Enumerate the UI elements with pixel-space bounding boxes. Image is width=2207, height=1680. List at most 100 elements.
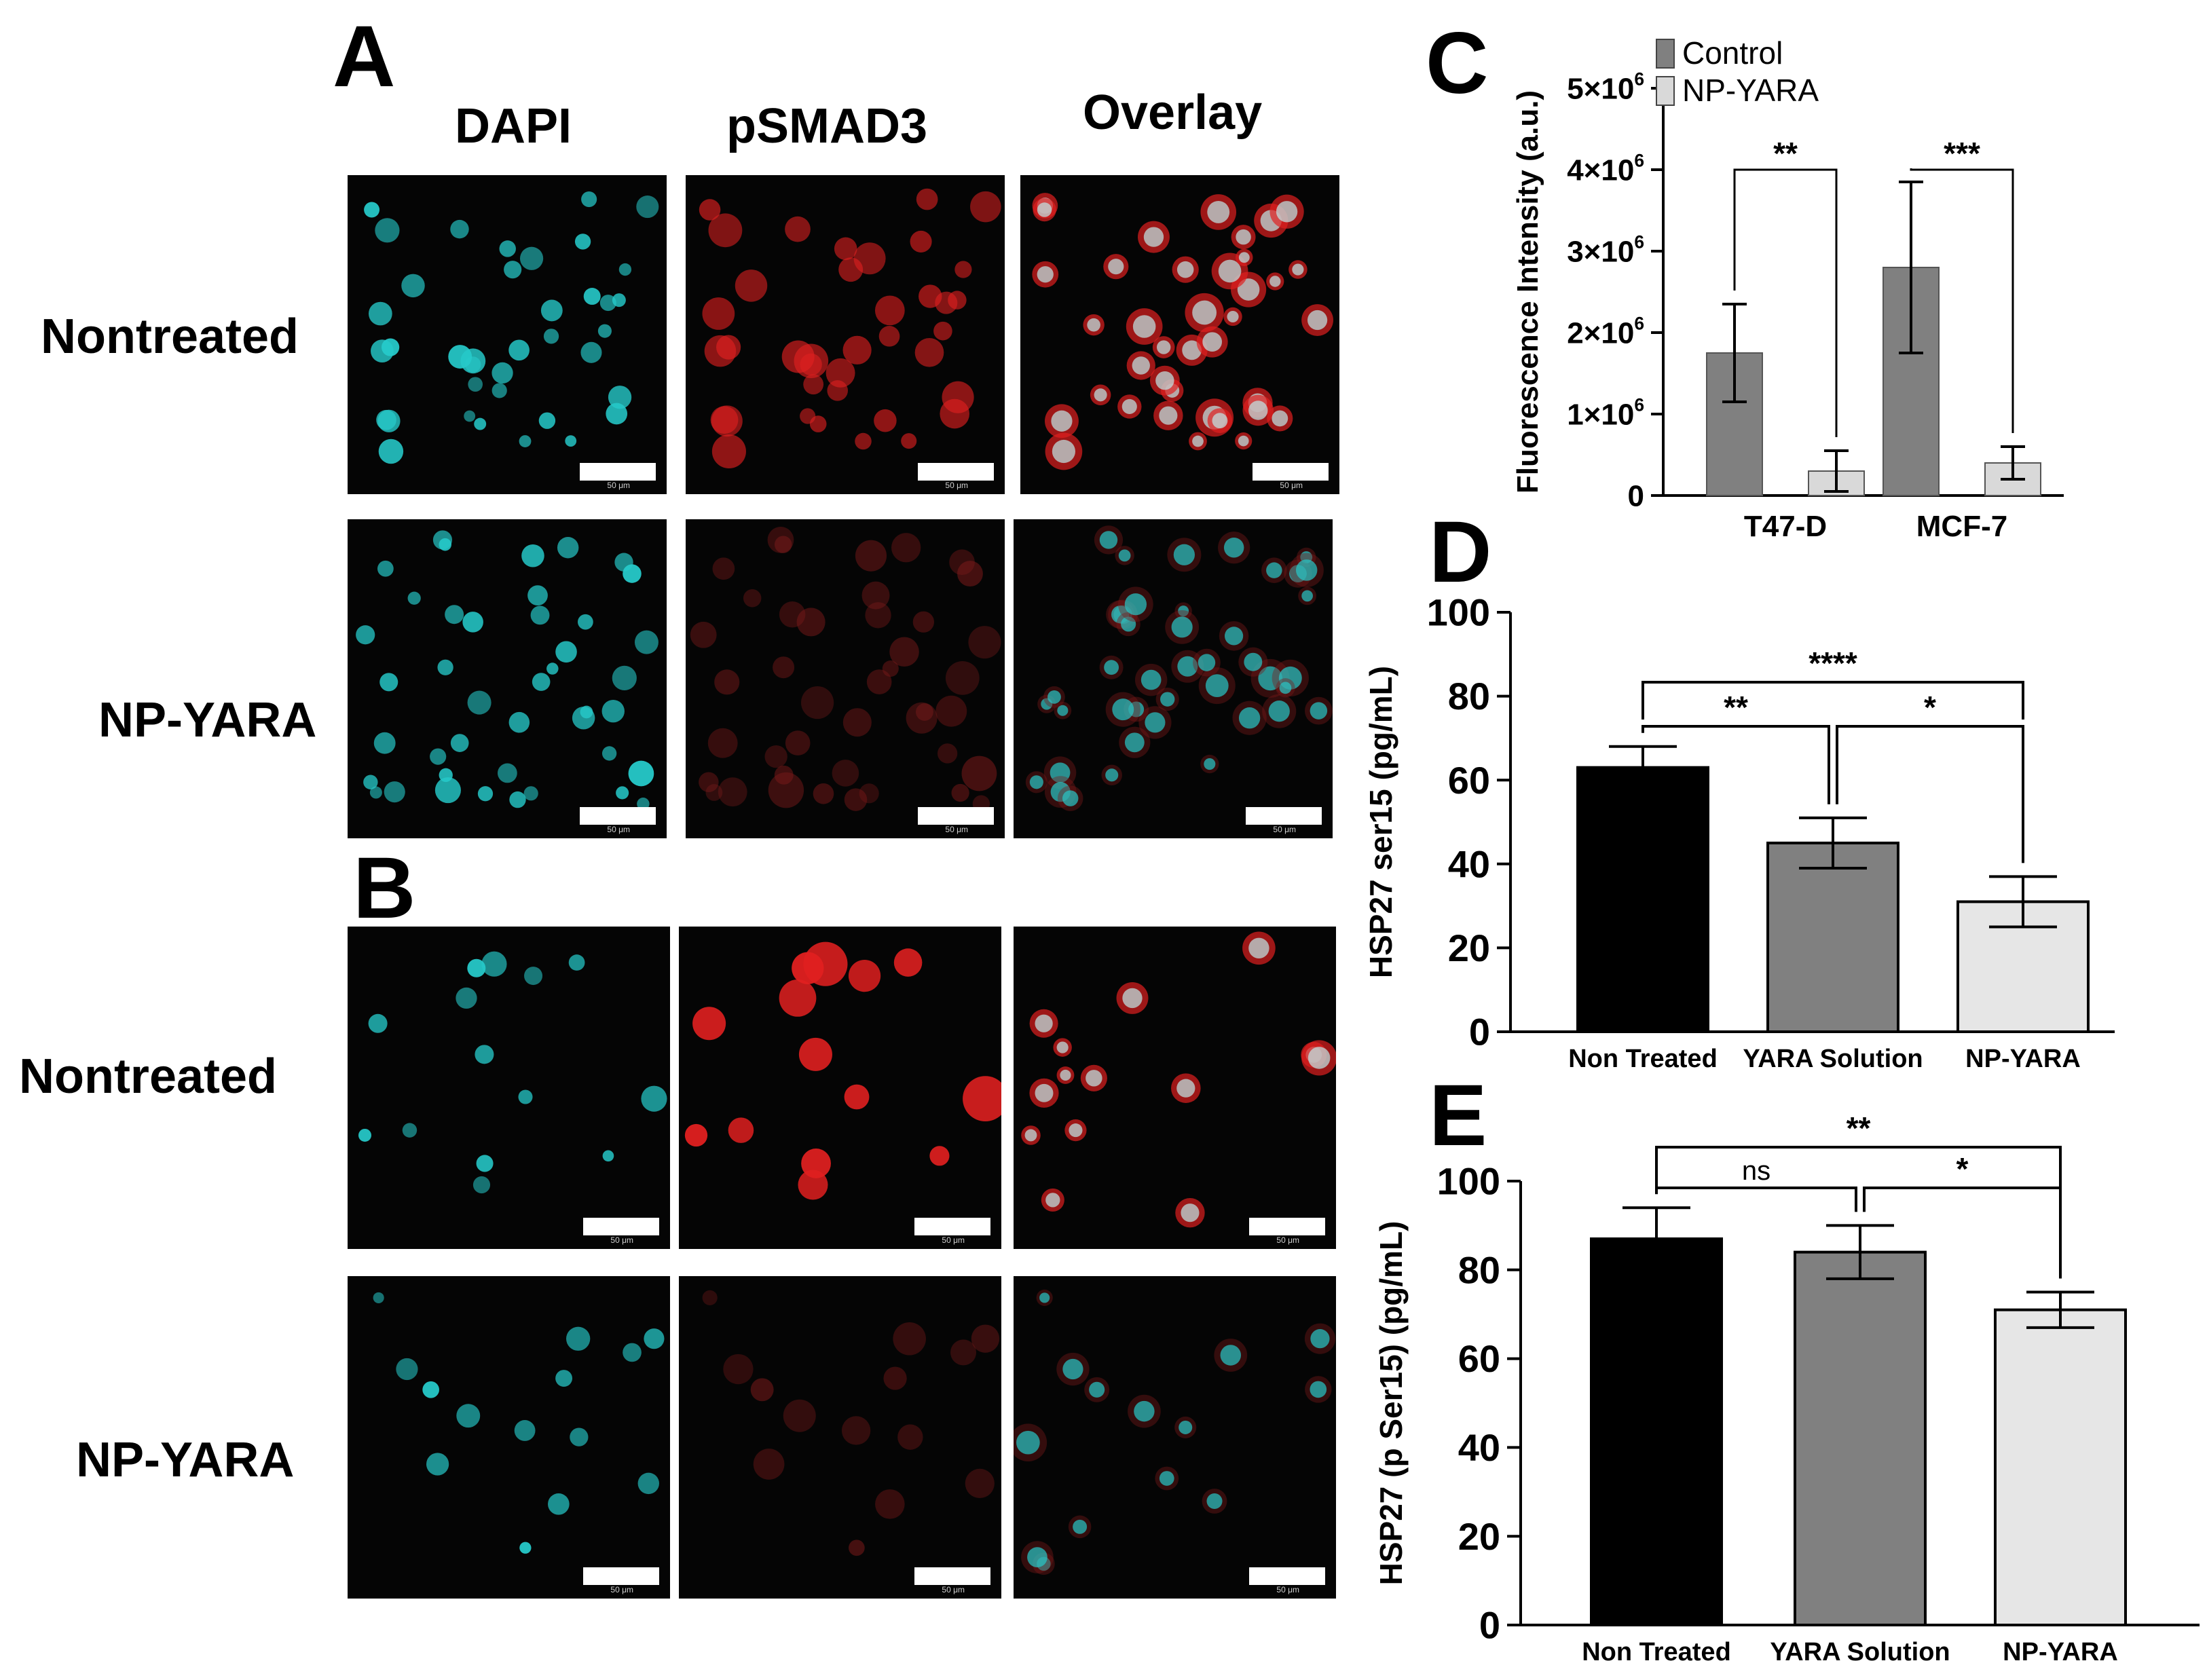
nucleus	[580, 341, 602, 363]
nucleus	[1045, 1193, 1060, 1208]
nucleus	[1052, 439, 1075, 464]
nucleus	[384, 781, 405, 803]
nucleus	[476, 1155, 494, 1172]
cell	[963, 1076, 1001, 1122]
y-tick-label: 40	[1448, 842, 1490, 885]
cell-image	[356, 530, 659, 810]
cell	[796, 608, 826, 637]
nucleus	[628, 760, 654, 787]
cell	[859, 783, 879, 804]
nucleus	[601, 700, 625, 723]
nucleus	[356, 625, 375, 645]
micrograph-a-nontreated-psmad3: 50 μm	[686, 175, 1005, 494]
nucleus	[1269, 276, 1281, 287]
scale-bar	[914, 1218, 990, 1235]
nucleus	[1108, 259, 1124, 275]
panel-label-c: C	[1426, 15, 1489, 112]
nucleus	[1307, 310, 1328, 331]
x-tick-label: YARA Solution	[1743, 1045, 1923, 1073]
nucleus	[637, 1472, 660, 1495]
nucleus	[1145, 712, 1166, 733]
nucleus	[1155, 371, 1174, 390]
cell	[711, 434, 746, 469]
nucleus	[1192, 300, 1217, 325]
scale-bar	[1246, 807, 1322, 825]
cell	[801, 1149, 831, 1178]
nucleus	[519, 246, 544, 270]
micrograph-a-nontreated-dapi: 50 μm	[348, 175, 667, 494]
column-header-overlay: Overlay	[1083, 86, 1263, 140]
cell	[750, 1378, 774, 1402]
scale-bar-label: 50 μm	[1276, 1585, 1299, 1594]
nucleus	[644, 1328, 665, 1349]
nucleus	[378, 438, 404, 464]
cell	[853, 242, 886, 275]
nucleus	[426, 1453, 449, 1476]
cell	[893, 1322, 926, 1356]
cell	[965, 1468, 995, 1499]
nucleus	[634, 630, 659, 654]
cell	[889, 637, 919, 667]
cell	[785, 730, 811, 755]
nucleus	[1027, 1547, 1047, 1567]
y-tick-label: 60	[1448, 759, 1490, 802]
cell	[866, 669, 892, 694]
nucleus	[1276, 201, 1298, 223]
x-tick-label: NP-YARA	[2003, 1638, 2118, 1666]
nucleus	[1179, 1420, 1193, 1434]
nucleus	[527, 585, 548, 606]
nucleus	[538, 412, 556, 429]
nucleus	[468, 377, 483, 392]
nucleus	[1248, 937, 1269, 958]
nucleus	[1143, 227, 1164, 247]
cell	[834, 237, 857, 261]
nucleus	[1223, 537, 1244, 558]
nucleus	[612, 665, 637, 691]
nucleus	[543, 329, 559, 344]
cell	[961, 755, 997, 791]
significance-bracket	[1910, 168, 2014, 433]
nucleus	[602, 1150, 614, 1162]
nucleus	[519, 1542, 532, 1554]
nucleus	[1132, 356, 1150, 375]
cell	[916, 703, 933, 721]
nucleus	[373, 1292, 384, 1303]
nucleus	[521, 544, 544, 567]
nucleus	[1089, 1381, 1105, 1398]
nucleus	[1181, 1203, 1200, 1222]
column-header-psmad3: pSMAD3	[726, 99, 928, 153]
micrograph-b-np-yara-overlay: 50 μm	[1014, 1276, 1336, 1599]
scale-bar-label: 50 μm	[945, 825, 968, 834]
cell	[874, 295, 905, 326]
nucleus	[1177, 656, 1198, 677]
cell	[919, 284, 942, 308]
nucleus	[1301, 590, 1313, 602]
nucleus	[1094, 388, 1107, 402]
nucleus	[1227, 310, 1239, 323]
significance-label: **	[1847, 1110, 1871, 1146]
nucleus	[1159, 1471, 1174, 1486]
row-label-a-nontreated: Nontreated	[41, 310, 299, 364]
nucleus	[474, 417, 487, 430]
cell	[855, 540, 887, 572]
cell-image	[699, 188, 1001, 469]
cell	[699, 772, 719, 793]
y-tick-label: 2×106	[1567, 314, 1644, 350]
cell	[707, 728, 738, 758]
scale-bar-label: 50 μm	[1273, 825, 1296, 834]
cell	[910, 230, 932, 253]
nucleus	[1204, 758, 1216, 770]
y-axis-label: Fluorescence Intensity (a.u.)	[1511, 90, 1544, 493]
y-tick-exponent: 6	[1634, 395, 1644, 415]
nucleus	[1037, 202, 1052, 217]
nucleus	[439, 538, 451, 551]
significance-label: ****	[1809, 646, 1857, 681]
nucleus	[1212, 413, 1228, 429]
cell	[774, 765, 794, 785]
nucleus	[514, 1420, 536, 1441]
cell	[949, 549, 975, 576]
nucleus	[376, 409, 396, 430]
nucleus	[508, 711, 530, 733]
